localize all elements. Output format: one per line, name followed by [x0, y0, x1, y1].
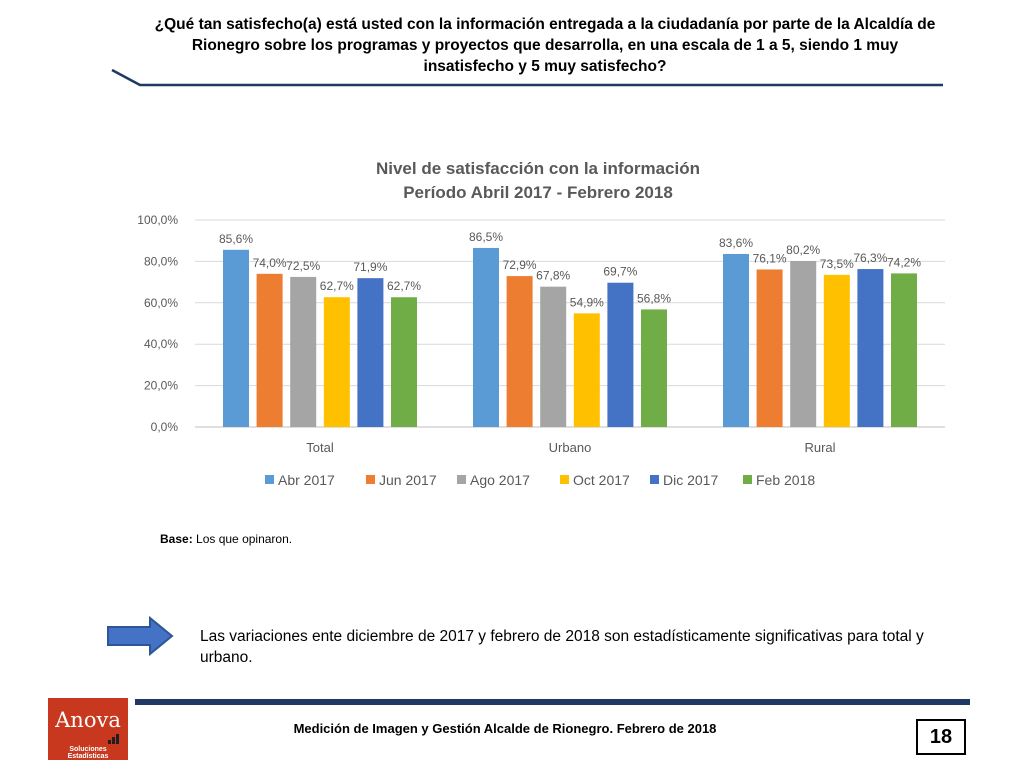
- logo-tagline: Soluciones Estadísticas: [67, 746, 109, 760]
- data-label: 62,7%: [320, 279, 354, 293]
- y-tick-label: 40,0%: [144, 337, 178, 351]
- legend-entry: Abr 2017: [278, 472, 335, 488]
- data-label: 85,6%: [219, 232, 253, 246]
- bar: [756, 269, 783, 427]
- chart-subtitle: Período Abril 2017 - Febrero 2018: [403, 183, 673, 202]
- data-label: 74,2%: [887, 255, 921, 269]
- legend-swatch: [457, 475, 466, 484]
- y-tick-label: 0,0%: [151, 420, 179, 434]
- data-label: 72,5%: [286, 259, 320, 273]
- y-tick-label: 60,0%: [144, 296, 178, 310]
- bar: [357, 278, 384, 427]
- legend-swatch: [743, 475, 752, 484]
- data-label: 76,3%: [853, 251, 887, 265]
- legend-entry: Jun 2017: [379, 472, 437, 488]
- data-label: 56,8%: [637, 291, 671, 305]
- legend-swatch: [265, 475, 274, 484]
- bar: [540, 286, 567, 427]
- data-label: 86,5%: [469, 230, 503, 244]
- page-number: 18: [916, 719, 966, 755]
- x-tick-label: Urbano: [549, 440, 592, 455]
- right-arrow-icon: [107, 616, 174, 656]
- base-text: Los que opinaron.: [196, 532, 293, 546]
- data-label: 73,5%: [820, 257, 854, 271]
- chart-title: Nivel de satisfacción con la información: [376, 159, 700, 178]
- bar: [641, 309, 667, 427]
- x-tick-label: Total: [306, 440, 334, 455]
- base-label: Base:: [160, 532, 193, 546]
- data-label: 74,0%: [253, 256, 287, 270]
- bar: [290, 276, 317, 427]
- bar: [506, 276, 533, 427]
- bar: [823, 274, 850, 427]
- legend-swatch: [560, 475, 569, 484]
- bar: [473, 247, 499, 427]
- x-tick-label: Rural: [804, 440, 835, 455]
- bar: [223, 249, 249, 427]
- finding-text: Las variaciones ente diciembre de 2017 y…: [200, 628, 924, 666]
- bar: [723, 253, 749, 427]
- legend-entry: Ago 2017: [470, 472, 530, 488]
- logo-brand: Anova: [55, 708, 121, 732]
- y-tick-label: 100,0%: [137, 213, 178, 227]
- data-label: 83,6%: [719, 236, 753, 250]
- company-logo: Anova Soluciones Estadísticas: [48, 698, 128, 760]
- data-label: 67,8%: [536, 269, 570, 283]
- bar: [391, 297, 417, 427]
- question-underline: [111, 68, 943, 87]
- bar: [857, 269, 884, 427]
- data-label: 69,7%: [603, 265, 637, 279]
- bar: [573, 313, 600, 427]
- bar: [256, 273, 283, 427]
- footer-text: Medición de Imagen y Gestión Alcalde de …: [293, 721, 717, 736]
- bar: [323, 297, 350, 427]
- base-note: Base: Los que opinaron.: [160, 532, 292, 546]
- legend-entry: Dic 2017: [663, 472, 718, 488]
- data-label: 76,1%: [753, 251, 787, 265]
- data-label: 80,2%: [786, 243, 820, 257]
- legend-entry: Oct 2017: [573, 472, 630, 488]
- satisfaction-bar-chart: Nivel de satisfacción con la información…: [137, 159, 945, 488]
- logo-bars-icon: [108, 734, 119, 744]
- data-label: 71,9%: [353, 260, 387, 274]
- y-tick-label: 80,0%: [144, 254, 178, 268]
- legend-swatch: [366, 475, 375, 484]
- survey-question: ¿Qué tan satisfecho(a) está usted con la…: [154, 16, 936, 75]
- footer-rule: [135, 699, 970, 705]
- data-label: 54,9%: [570, 295, 604, 309]
- data-label: 62,7%: [387, 279, 421, 293]
- y-tick-label: 20,0%: [144, 379, 178, 393]
- legend-entry: Feb 2018: [756, 472, 815, 488]
- data-label: 72,9%: [503, 258, 537, 272]
- bar: [790, 260, 817, 427]
- bar: [607, 282, 634, 427]
- legend-swatch: [650, 475, 659, 484]
- bar: [891, 273, 917, 427]
